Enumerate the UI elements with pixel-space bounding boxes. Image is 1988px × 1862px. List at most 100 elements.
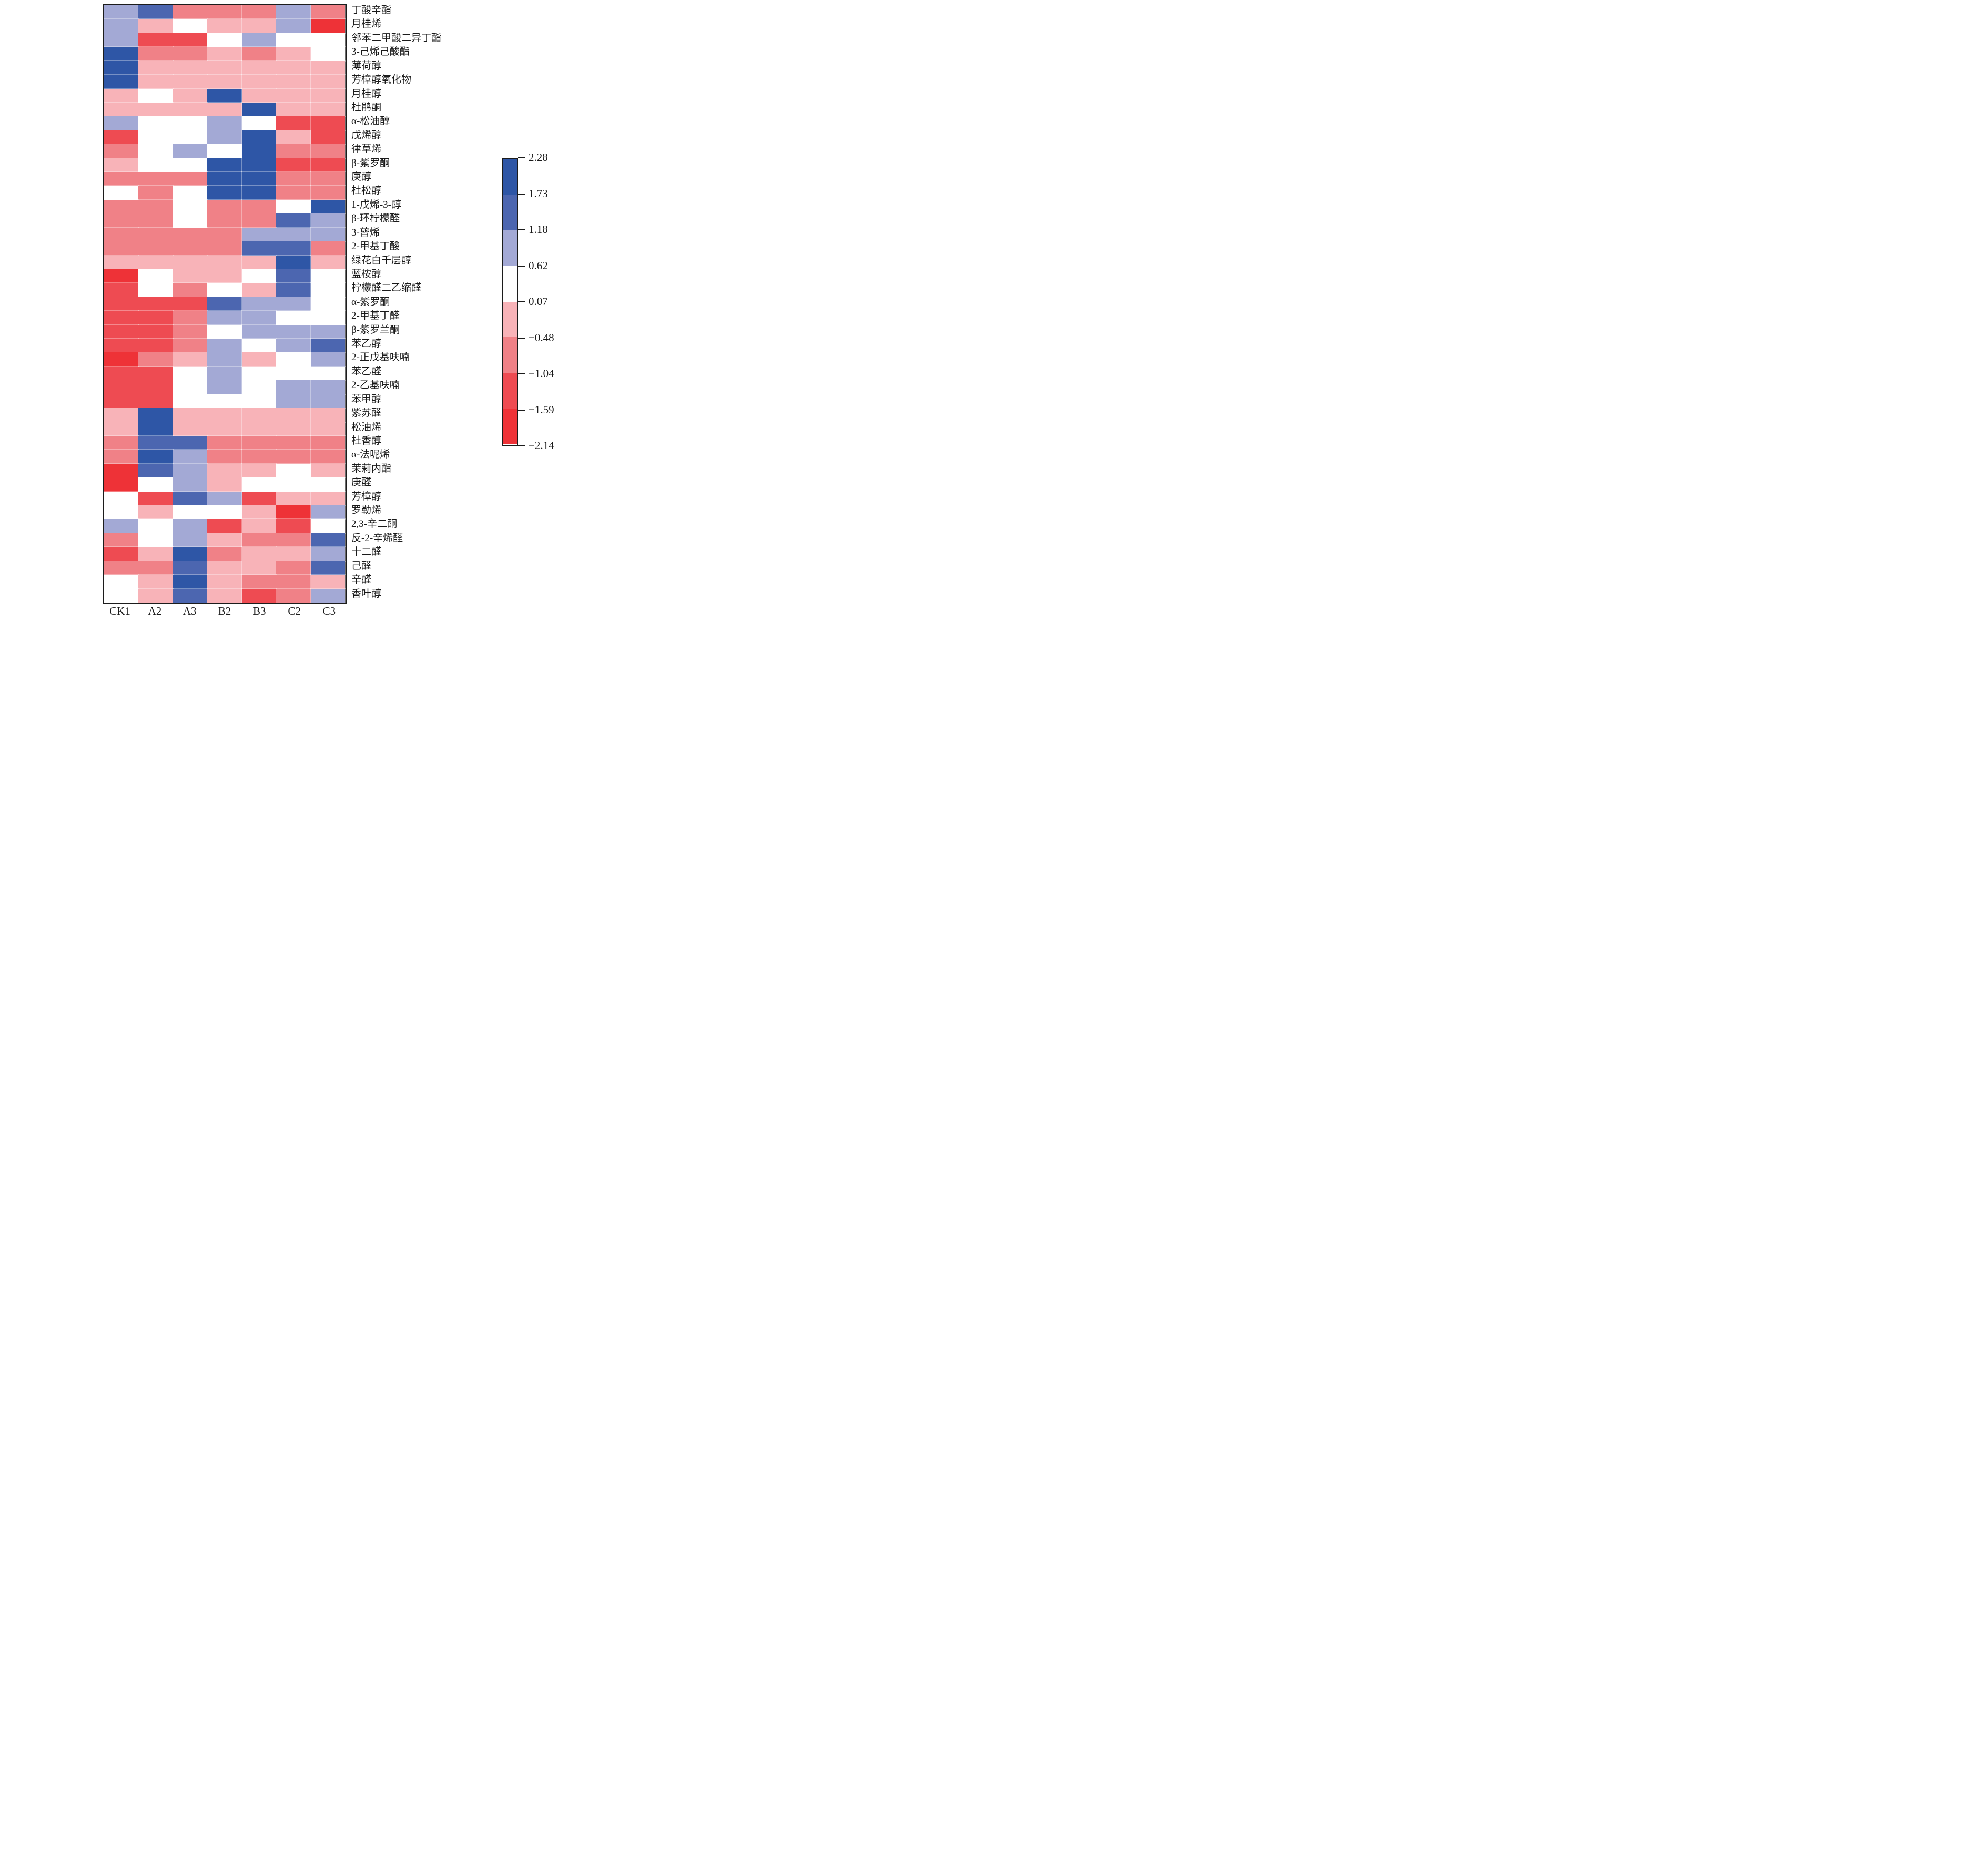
heatmap-cell bbox=[104, 449, 139, 464]
heatmap-cell bbox=[104, 463, 139, 478]
heatmap-cell bbox=[173, 171, 208, 186]
heatmap-cell bbox=[207, 310, 242, 325]
heatmap-cell bbox=[310, 144, 346, 159]
heatmap-cell bbox=[241, 588, 277, 603]
heatmap-cell bbox=[241, 282, 277, 298]
heatmap-cell bbox=[104, 297, 139, 311]
heatmap-cell bbox=[207, 297, 242, 311]
colorbar-tick-label: 2.28 bbox=[529, 151, 548, 164]
heatmap-cell bbox=[241, 74, 277, 89]
heatmap-cell bbox=[104, 380, 139, 395]
heatmap-cell bbox=[173, 518, 208, 534]
heatmap-cell bbox=[138, 18, 174, 34]
heatmap-cell bbox=[173, 574, 208, 589]
colorbar-tick-label: 0.07 bbox=[529, 295, 548, 308]
row-label: 庚醇 bbox=[351, 171, 372, 183]
heatmap-cell bbox=[276, 324, 311, 339]
colorbar-segment bbox=[503, 337, 517, 373]
colorbar-tick-mark bbox=[518, 445, 525, 446]
heatmap-cell bbox=[104, 144, 139, 159]
heatmap-cell bbox=[207, 255, 242, 270]
heatmap-cell bbox=[276, 366, 311, 381]
heatmap-cell bbox=[173, 130, 208, 145]
heatmap-cell bbox=[310, 227, 346, 242]
row-label: 紫苏醛 bbox=[351, 408, 382, 419]
heatmap-cell bbox=[173, 546, 208, 562]
colorbar-tick-mark bbox=[518, 373, 525, 374]
heatmap-cell bbox=[207, 213, 242, 228]
colorbar-tick-mark bbox=[518, 409, 525, 411]
heatmap-cell bbox=[173, 561, 208, 575]
heatmap-cell bbox=[241, 33, 277, 47]
heatmap-cell bbox=[173, 588, 208, 603]
heatmap-cell bbox=[241, 255, 277, 270]
heatmap-cell bbox=[138, 130, 174, 145]
heatmap-cell bbox=[138, 33, 174, 47]
heatmap-cell bbox=[241, 394, 277, 409]
heatmap-cell bbox=[276, 46, 311, 62]
colorbar bbox=[502, 158, 518, 446]
heatmap-cell bbox=[104, 588, 139, 603]
heatmap-cell bbox=[207, 144, 242, 159]
heatmap-cell bbox=[241, 199, 277, 214]
heatmap-cell bbox=[104, 102, 139, 117]
heatmap-cell bbox=[276, 241, 311, 256]
heatmap-cell bbox=[104, 533, 139, 547]
heatmap-cell bbox=[241, 338, 277, 353]
heatmap-cell bbox=[276, 408, 311, 423]
heatmap-cell bbox=[310, 366, 346, 381]
heatmap-cell bbox=[173, 144, 208, 159]
heatmap-cell bbox=[173, 227, 208, 242]
heatmap-cell bbox=[241, 366, 277, 381]
heatmap-cell bbox=[207, 60, 242, 75]
colorbar-tick-mark bbox=[518, 337, 525, 339]
heatmap-cell bbox=[241, 213, 277, 228]
row-label: 杜香醇 bbox=[351, 435, 382, 446]
heatmap-cell bbox=[207, 491, 242, 506]
column-label: CK1 bbox=[109, 605, 130, 617]
heatmap-cell bbox=[276, 546, 311, 562]
column-label: B2 bbox=[218, 605, 231, 617]
heatmap-cell bbox=[138, 505, 174, 520]
heatmap-cell bbox=[207, 158, 242, 172]
heatmap-cell bbox=[241, 505, 277, 520]
row-label: 柠檬醛二乙缩醛 bbox=[351, 282, 422, 294]
heatmap-cell bbox=[207, 241, 242, 256]
heatmap-cell bbox=[104, 158, 139, 172]
heatmap-cell bbox=[138, 435, 174, 450]
heatmap-cell bbox=[241, 352, 277, 367]
row-label: 月桂醇 bbox=[351, 88, 382, 99]
heatmap-cell bbox=[276, 352, 311, 367]
colorbar-tick-label: 1.73 bbox=[529, 187, 548, 200]
heatmap-cell bbox=[310, 130, 346, 145]
heatmap-cell bbox=[138, 144, 174, 159]
heatmap-cell bbox=[104, 324, 139, 339]
heatmap-cell bbox=[173, 33, 208, 47]
heatmap-cell bbox=[173, 88, 208, 103]
heatmap-cell bbox=[173, 282, 208, 298]
heatmap-cell bbox=[310, 282, 346, 298]
heatmap-cell bbox=[207, 588, 242, 603]
row-label: 薄荷醇 bbox=[351, 60, 382, 72]
heatmap-cell bbox=[241, 297, 277, 311]
heatmap-cell bbox=[276, 18, 311, 34]
heatmap-cell bbox=[207, 449, 242, 464]
heatmap-cell bbox=[207, 46, 242, 62]
heatmap-cell bbox=[276, 297, 311, 311]
heatmap-cell bbox=[276, 130, 311, 145]
row-label: β-紫罗酮 bbox=[351, 157, 390, 169]
column-label: A2 bbox=[148, 605, 162, 617]
heatmap-cell bbox=[241, 241, 277, 256]
heatmap-cell bbox=[207, 338, 242, 353]
heatmap-cell bbox=[138, 46, 174, 62]
heatmap-cell bbox=[310, 241, 346, 256]
heatmap-cell bbox=[138, 116, 174, 131]
row-label: 苯甲醇 bbox=[351, 393, 382, 405]
heatmap-cell bbox=[138, 477, 174, 492]
heatmap-cell bbox=[310, 46, 346, 62]
heatmap-cell bbox=[173, 366, 208, 381]
heatmap-cell bbox=[207, 561, 242, 575]
heatmap-cell bbox=[241, 518, 277, 534]
heatmap-cell bbox=[310, 255, 346, 270]
heatmap-cell bbox=[207, 282, 242, 298]
